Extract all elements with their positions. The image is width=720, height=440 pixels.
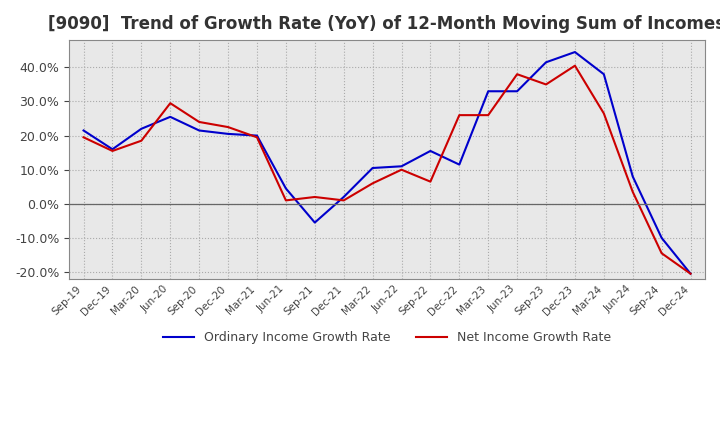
- Net Income Growth Rate: [629, 189, 637, 194]
- Net Income Growth Rate: [339, 198, 348, 203]
- Net Income Growth Rate: [310, 194, 319, 200]
- Net Income Growth Rate: [571, 63, 580, 68]
- Ordinary Income Growth Rate: [137, 126, 145, 132]
- Net Income Growth Rate: [368, 181, 377, 186]
- Ordinary Income Growth Rate: [224, 131, 233, 136]
- Ordinary Income Growth Rate: [600, 72, 608, 77]
- Ordinary Income Growth Rate: [108, 147, 117, 152]
- Ordinary Income Growth Rate: [195, 128, 204, 133]
- Net Income Growth Rate: [137, 138, 145, 143]
- Net Income Growth Rate: [253, 135, 261, 140]
- Ordinary Income Growth Rate: [310, 220, 319, 225]
- Ordinary Income Growth Rate: [513, 88, 521, 94]
- Net Income Growth Rate: [108, 148, 117, 154]
- Ordinary Income Growth Rate: [397, 164, 406, 169]
- Net Income Growth Rate: [455, 113, 464, 118]
- Net Income Growth Rate: [224, 125, 233, 130]
- Ordinary Income Growth Rate: [686, 271, 695, 276]
- Ordinary Income Growth Rate: [339, 194, 348, 200]
- Net Income Growth Rate: [541, 82, 550, 87]
- Net Income Growth Rate: [79, 135, 88, 140]
- Line: Net Income Growth Rate: Net Income Growth Rate: [84, 66, 690, 274]
- Ordinary Income Growth Rate: [426, 148, 435, 154]
- Net Income Growth Rate: [282, 198, 290, 203]
- Net Income Growth Rate: [513, 72, 521, 77]
- Ordinary Income Growth Rate: [455, 162, 464, 167]
- Ordinary Income Growth Rate: [571, 49, 580, 55]
- Ordinary Income Growth Rate: [368, 165, 377, 171]
- Ordinary Income Growth Rate: [657, 235, 666, 241]
- Line: Ordinary Income Growth Rate: Ordinary Income Growth Rate: [84, 52, 690, 274]
- Net Income Growth Rate: [397, 167, 406, 172]
- Net Income Growth Rate: [484, 113, 492, 118]
- Ordinary Income Growth Rate: [629, 174, 637, 179]
- Net Income Growth Rate: [195, 119, 204, 125]
- Net Income Growth Rate: [657, 251, 666, 256]
- Ordinary Income Growth Rate: [253, 133, 261, 138]
- Title: [9090]  Trend of Growth Rate (YoY) of 12-Month Moving Sum of Incomes: [9090] Trend of Growth Rate (YoY) of 12-…: [48, 15, 720, 33]
- Ordinary Income Growth Rate: [282, 186, 290, 191]
- Net Income Growth Rate: [166, 101, 174, 106]
- Ordinary Income Growth Rate: [166, 114, 174, 120]
- Ordinary Income Growth Rate: [484, 88, 492, 94]
- Ordinary Income Growth Rate: [541, 60, 550, 65]
- Net Income Growth Rate: [686, 271, 695, 276]
- Ordinary Income Growth Rate: [79, 128, 88, 133]
- Net Income Growth Rate: [426, 179, 435, 184]
- Net Income Growth Rate: [600, 111, 608, 116]
- Legend: Ordinary Income Growth Rate, Net Income Growth Rate: Ordinary Income Growth Rate, Net Income …: [158, 326, 616, 349]
